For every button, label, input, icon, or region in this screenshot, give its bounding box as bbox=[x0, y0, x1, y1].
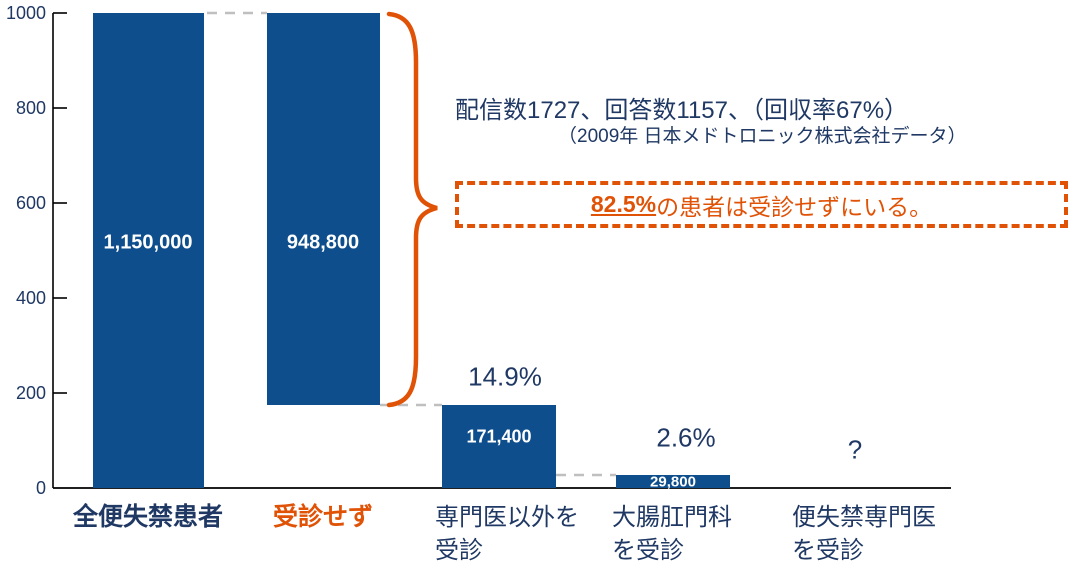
y-axis-tick-label: 200 bbox=[15, 383, 46, 403]
highlight-box: 82.5% の患者は受診せずにいる。 bbox=[455, 181, 1068, 228]
y-axis-tick-marks bbox=[53, 12, 67, 394]
percent-label: 2.6% bbox=[656, 422, 716, 453]
survey-note-line2: （2009年 日本メドトロニック株式会社データ） bbox=[558, 126, 967, 147]
bar-value-label: 1,150,000 bbox=[103, 231, 193, 254]
bar-1 bbox=[93, 13, 204, 488]
survey-note-line1: 配信数1727、回答数1157、（回収率67%） bbox=[455, 97, 909, 124]
bar-value-label: 948,800 bbox=[286, 231, 360, 254]
y-axis-tick-label: 600 bbox=[15, 193, 46, 213]
category-label-5: 便失禁専門医 を受診 bbox=[792, 504, 936, 564]
category-label-3: 専門医以外を 受診 bbox=[435, 504, 579, 564]
y-axis-tick-label: 1000 bbox=[5, 3, 46, 23]
bar-value-label: 29,800 bbox=[650, 473, 696, 491]
bar-3 bbox=[442, 405, 556, 488]
category-label-1: 全便失禁患者 bbox=[72, 503, 224, 531]
y-axis-tick-label: 0 bbox=[35, 478, 46, 498]
bar-4 bbox=[616, 475, 730, 488]
highlight-percent: 82.5% bbox=[590, 191, 657, 217]
bar-2 bbox=[267, 13, 380, 405]
step-connector-lines bbox=[207, 11, 616, 477]
percent-label: 14.9% bbox=[468, 361, 542, 392]
category-label-2: 受診せず bbox=[272, 503, 374, 531]
category-label-4: 大腸肛門科 を受診 bbox=[612, 504, 732, 564]
brace-bracket bbox=[386, 11, 438, 408]
bar-value-label: 171,400 bbox=[466, 426, 532, 447]
y-axis-tick-label: 800 bbox=[15, 98, 46, 118]
highlight-text: の患者は受診せずにいる。 bbox=[656, 193, 933, 220]
percent-label: ? bbox=[847, 434, 863, 465]
y-axis-tick-label: 400 bbox=[15, 288, 46, 308]
